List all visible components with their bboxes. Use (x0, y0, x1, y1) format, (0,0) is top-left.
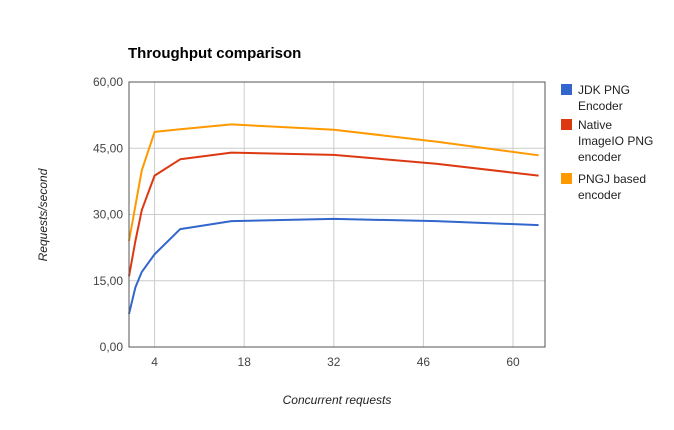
y-axis-label: Requests/second (36, 168, 50, 261)
plot-border (128, 81, 546, 348)
x-tick-label: 32 (327, 355, 341, 369)
x-tick-label: 18 (238, 355, 252, 369)
series-line-2 (128, 151, 539, 277)
x-tick-label: 4 (151, 355, 158, 369)
x-axis-label: Concurrent requests (283, 393, 392, 407)
y-axis-ticks: 0,00 15,00 30,00 45,00 60,00 (93, 75, 123, 354)
series-lines (128, 123, 539, 315)
y-tick-label: 0,00 (100, 340, 124, 354)
x-axis-ticks: 4 18 32 46 60 (151, 355, 520, 369)
legend: JDK PNG Encoder Native ImageIO PNG encoder PN… (561, 83, 653, 202)
legend-swatch-2 (561, 119, 572, 130)
legend-swatch-3 (561, 173, 572, 184)
legend-entry-3: PNGJ based encoder (578, 172, 646, 202)
legend-entry-2: Native ImageIO PNG encoder (578, 118, 653, 164)
y-tick-label: 60,00 (93, 75, 123, 89)
series-line-1 (128, 217, 539, 315)
y-tick-label: 45,00 (93, 141, 123, 155)
x-tick-label: 60 (506, 355, 520, 369)
legend-entry-1: JDK PNG Encoder (578, 83, 630, 113)
x-tick-label: 46 (417, 355, 431, 369)
series-line-3 (128, 123, 539, 242)
chart-title: Throughput comparison (128, 45, 301, 62)
legend-swatch-1 (561, 84, 572, 95)
grid-lines (129, 82, 545, 347)
y-tick-label: 30,00 (93, 208, 123, 222)
y-tick-label: 15,00 (93, 274, 123, 288)
